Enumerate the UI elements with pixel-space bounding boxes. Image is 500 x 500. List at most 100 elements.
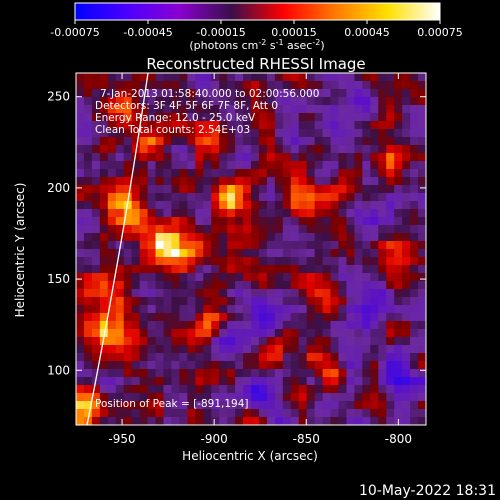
heatmap-cell <box>258 233 268 242</box>
heatmap-cell <box>274 273 284 282</box>
heatmap-cell <box>378 129 387 138</box>
heatmap-cell <box>362 353 371 362</box>
heatmap-cell <box>99 409 109 418</box>
heatmap-cell <box>354 177 363 186</box>
heatmap-cell <box>410 393 419 402</box>
heatmap-cell <box>394 345 403 354</box>
heatmap-cell <box>354 321 363 330</box>
heatmap-cell <box>187 81 196 90</box>
heatmap-cell <box>386 281 395 290</box>
heatmap-cell <box>354 313 363 322</box>
heatmap-cell <box>298 289 308 298</box>
heatmap-cell <box>219 337 228 346</box>
heatmap-cell <box>179 97 188 106</box>
heatmap-cell <box>258 185 268 194</box>
heatmap-cell <box>338 337 347 346</box>
heatmap-cell <box>76 113 85 122</box>
heatmap-cell <box>123 409 133 418</box>
heatmap-cell <box>91 289 101 298</box>
heatmap-cell <box>370 369 379 378</box>
heatmap-cell <box>322 241 331 250</box>
heatmap-cell <box>195 353 204 362</box>
heatmap-cell <box>251 321 260 330</box>
heatmap-cell <box>298 89 308 98</box>
heatmap-cell <box>163 217 172 226</box>
heatmap-cell <box>298 361 308 370</box>
heatmap-cell <box>131 321 141 330</box>
heatmap-cell <box>219 241 228 250</box>
heatmap-cell <box>370 409 379 418</box>
heatmap-cell <box>322 233 331 242</box>
heatmap-cell <box>378 241 387 250</box>
heatmap-cell <box>155 225 164 234</box>
heatmap-cell <box>290 209 300 218</box>
heatmap-cell <box>155 313 164 322</box>
heatmap-cell <box>91 121 101 130</box>
heatmap-cell <box>235 257 244 266</box>
heatmap-cell <box>99 169 109 178</box>
heatmap-cell <box>171 169 180 178</box>
heatmap-cell <box>203 377 212 386</box>
heatmap-cell <box>282 417 292 425</box>
heatmap-cell <box>346 377 355 386</box>
heatmap-cell <box>386 73 395 82</box>
heatmap-cell <box>330 161 339 170</box>
heatmap-cell <box>76 233 85 242</box>
heatmap-cell <box>227 369 236 378</box>
heatmap-cell <box>243 185 252 194</box>
heatmap-cell <box>330 97 339 106</box>
heatmap-cell <box>179 249 188 258</box>
heatmap-cell <box>314 305 323 314</box>
heatmap-cell <box>274 209 284 218</box>
heatmap-cell <box>76 361 85 370</box>
heatmap-cell <box>418 89 426 98</box>
heatmap-cell <box>76 81 85 90</box>
heatmap-cell <box>179 393 188 402</box>
heatmap-cell <box>171 345 180 354</box>
heatmap-cell <box>131 361 141 370</box>
heatmap-cell <box>203 217 212 226</box>
heatmap-cell <box>227 217 236 226</box>
heatmap-cell <box>418 97 426 106</box>
heatmap-cell <box>290 201 300 210</box>
heatmap-cell <box>123 393 133 402</box>
heatmap-cell <box>386 97 395 106</box>
heatmap-cell <box>123 169 133 178</box>
heatmap-cell <box>394 209 403 218</box>
heatmap-cell <box>227 129 236 138</box>
heatmap-cell <box>386 385 395 394</box>
heatmap-cell <box>298 241 308 250</box>
heatmap-cell <box>155 105 164 114</box>
heatmap-cell <box>314 145 323 154</box>
heatmap-cell <box>410 273 419 282</box>
heatmap-cell <box>290 177 300 186</box>
heatmap-cell <box>394 273 403 282</box>
heatmap-cell <box>235 233 244 242</box>
heatmap-cell <box>330 249 339 258</box>
heatmap-cell <box>274 345 284 354</box>
heatmap-cell <box>314 377 323 386</box>
heatmap-cell <box>171 89 180 98</box>
heatmap-cell <box>370 121 379 130</box>
heatmap-cell <box>115 233 125 242</box>
heatmap-cell <box>139 177 148 186</box>
heatmap-cell <box>203 137 212 146</box>
heatmap-cell <box>123 345 133 354</box>
heatmap-cell <box>346 105 355 114</box>
heatmap-cell <box>147 329 156 338</box>
heatmap-cell <box>251 233 260 242</box>
heatmap-cell <box>227 209 236 218</box>
x-tick-label: -900 <box>201 432 228 446</box>
heatmap-cell <box>258 137 268 146</box>
heatmap-cell <box>83 313 93 322</box>
heatmap-cell <box>338 209 347 218</box>
heatmap-cell <box>330 145 339 154</box>
heatmap-cell <box>91 273 101 282</box>
heatmap-cell <box>338 297 347 306</box>
heatmap-cell <box>251 185 260 194</box>
heatmap-cell <box>195 105 204 114</box>
heatmap-cell <box>203 281 212 290</box>
heatmap-cell <box>330 281 339 290</box>
heatmap-cell <box>251 105 260 114</box>
heatmap-cell <box>274 305 284 314</box>
